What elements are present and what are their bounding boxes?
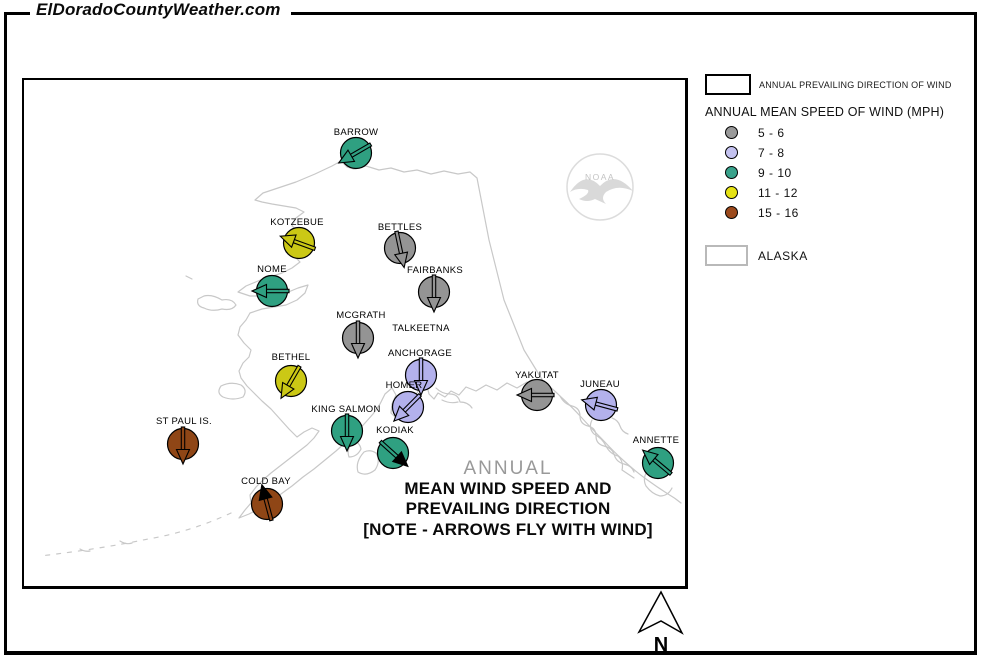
speed-class-dot — [725, 186, 738, 199]
legend-speed-item: 15 - 16 — [705, 205, 977, 220]
map-title-line-2: MEAN WIND SPEED AND — [404, 479, 612, 498]
direction-label: ANNUAL PREVAILING DIRECTION OF WIND — [759, 79, 952, 90]
legend-speed-item: 9 - 10 — [705, 165, 977, 180]
map-title-note: [NOTE - ARROWS FLY WITH WIND] — [363, 520, 653, 539]
map-title-line-1: ANNUAL — [463, 458, 553, 479]
page-border — [4, 12, 977, 655]
legend-speed-title: ANNUAL MEAN SPEED OF WIND (MPH) — [705, 105, 945, 119]
speed-class-dot — [725, 166, 738, 179]
speed-class-range: 5 - 6 — [758, 125, 785, 140]
map-title-block: ANNUAL MEAN WIND SPEED AND PREVAILING DI… — [332, 458, 684, 541]
direction-symbol-box — [705, 74, 751, 95]
legend-area-row: ALASKA — [705, 245, 977, 266]
speed-class-range: 9 - 10 — [758, 165, 792, 180]
legend-direction-row: ANNUAL PREVAILING DIRECTION OF WIND — [705, 74, 977, 95]
speed-class-range: 15 - 16 — [758, 205, 799, 220]
legend-speed-items: 5 - 6 7 - 8 9 - 10 11 - 12 15 - 16 — [705, 125, 977, 220]
legend-speed-item: 11 - 12 — [705, 185, 977, 200]
legend-speed-item: 5 - 6 — [705, 125, 977, 140]
speed-class-range: 7 - 8 — [758, 145, 785, 160]
alaska-label: ALASKA — [758, 248, 808, 263]
alaska-symbol-box — [705, 245, 748, 266]
speed-class-range: 11 - 12 — [758, 185, 798, 200]
speed-class-dot — [725, 206, 738, 219]
map-title-line-3: PREVAILING DIRECTION — [405, 499, 611, 518]
legend-speed-item: 7 - 8 — [705, 145, 977, 160]
speed-class-dot — [725, 126, 738, 139]
legend: ANNUAL PREVAILING DIRECTION OF WIND ANNU… — [705, 74, 977, 266]
speed-class-dot — [725, 146, 738, 159]
site-title[interactable]: ElDoradoCountyWeather.com — [30, 0, 291, 22]
